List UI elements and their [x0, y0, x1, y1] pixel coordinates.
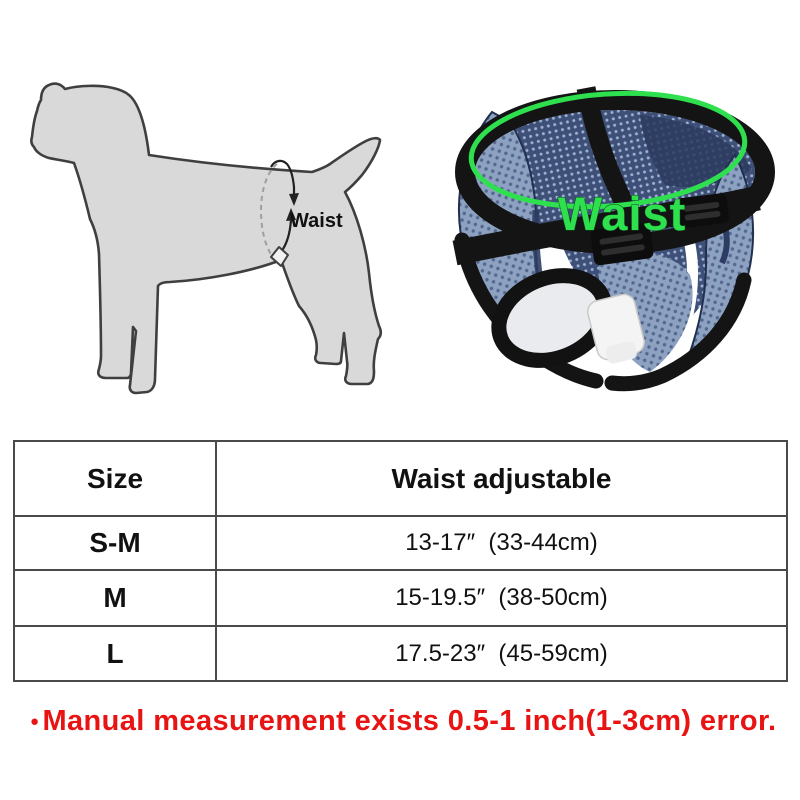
dog-measurement-diagram: Waist — [30, 82, 383, 395]
leg-hole — [491, 268, 613, 368]
waist-value: 17.5-23″ (45-59cm) — [395, 639, 608, 667]
bottom-trim-right — [604, 272, 752, 392]
waist-value: 13-17″ (33-44cm) — [405, 529, 598, 556]
bullet-icon: ● — [30, 713, 40, 730]
waist-value: 15-19.5″ (38-50cm) — [395, 584, 608, 611]
strap-buckle — [675, 193, 729, 229]
dog-waist-label: Waist — [290, 210, 343, 232]
waist-loop-top-arc — [270, 159, 296, 195]
size-value: L — [15, 627, 217, 680]
size-value: S-M — [15, 517, 217, 569]
inner-shadow — [640, 115, 752, 187]
tape-end-diamond — [270, 246, 289, 267]
size-value: M — [15, 571, 217, 625]
arrow-down-icon — [289, 193, 299, 206]
product-waist-label: Waist — [558, 187, 687, 240]
table-row: L 17.5-23″ (45-59cm) — [15, 625, 786, 680]
arrow-up-icon — [286, 208, 296, 221]
product-photo: Waist — [452, 86, 775, 392]
table-row: S-M 13-17″ (33-44cm) — [15, 515, 786, 569]
waist-ring — [468, 90, 748, 210]
size-table: Size Waist adjustable S-M 13-17″ (33-44c… — [13, 440, 788, 682]
strap-triglide-clip — [590, 222, 654, 266]
white-plastic-buckle — [587, 293, 645, 364]
dog-silhouette — [30, 82, 383, 395]
note-text: Manual measurement exists 0.5-1 inch(1-3… — [42, 705, 777, 737]
column-header-size: Size — [15, 442, 217, 515]
table-row: M 15-19.5″ (38-50cm) — [15, 569, 786, 625]
column-header-waist: Waist adjustable — [391, 462, 612, 494]
waist-loop-dashed-arc — [259, 163, 278, 257]
measurement-note: ● Manual measurement exists 0.5-1 inch(1… — [30, 705, 776, 738]
table-header-row: Size Waist adjustable — [15, 442, 786, 515]
